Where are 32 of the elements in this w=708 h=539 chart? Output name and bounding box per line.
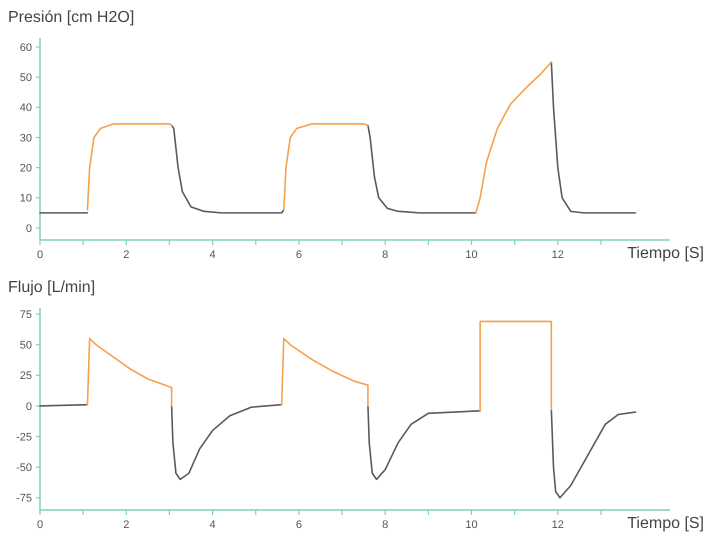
x-tick-label: 8 bbox=[382, 519, 388, 531]
x-tick-label: 6 bbox=[296, 249, 302, 261]
x-tick-label: 12 bbox=[552, 519, 564, 531]
y-tick-label: 40 bbox=[20, 102, 32, 114]
x-tick-label: 10 bbox=[465, 519, 478, 531]
y-tick-label: 10 bbox=[20, 192, 32, 205]
y-tick-label: 0 bbox=[26, 222, 32, 235]
y-tick-label: 50 bbox=[20, 340, 32, 352]
y-tick-label: -50 bbox=[16, 462, 32, 474]
y-tick-label: 20 bbox=[20, 162, 32, 174]
x-tick-label: 2 bbox=[123, 249, 130, 261]
y-tick-label: -75 bbox=[16, 492, 32, 505]
x-tick-label: 0 bbox=[36, 249, 44, 261]
x-tick-label: 2 bbox=[123, 519, 130, 531]
x-axis-title: Tiempo [S] bbox=[627, 515, 704, 532]
y-tick-label: 0 bbox=[26, 400, 32, 413]
y-tick-label: 25 bbox=[20, 370, 32, 382]
x-tick-label: 10 bbox=[465, 249, 478, 261]
y-axis-title: Flujo [L/min] bbox=[8, 279, 96, 296]
y-tick-label: 50 bbox=[20, 72, 32, 84]
x-tick-label: 6 bbox=[296, 519, 302, 531]
x-tick-label: 4 bbox=[210, 249, 216, 261]
x-tick-label: 8 bbox=[382, 249, 388, 261]
x-tick-label: 12 bbox=[552, 249, 564, 261]
x-axis-title: Tiempo [S] bbox=[627, 245, 704, 262]
y-tick-label: 75 bbox=[20, 308, 32, 321]
y-tick-label: 30 bbox=[20, 132, 32, 144]
y-tick-label: -25 bbox=[16, 431, 32, 444]
y-axis-title: Presión [cm H2O] bbox=[8, 9, 134, 26]
y-tick-label: 60 bbox=[20, 42, 32, 54]
x-tick-label: 4 bbox=[210, 519, 216, 531]
x-tick-label: 0 bbox=[36, 519, 44, 531]
